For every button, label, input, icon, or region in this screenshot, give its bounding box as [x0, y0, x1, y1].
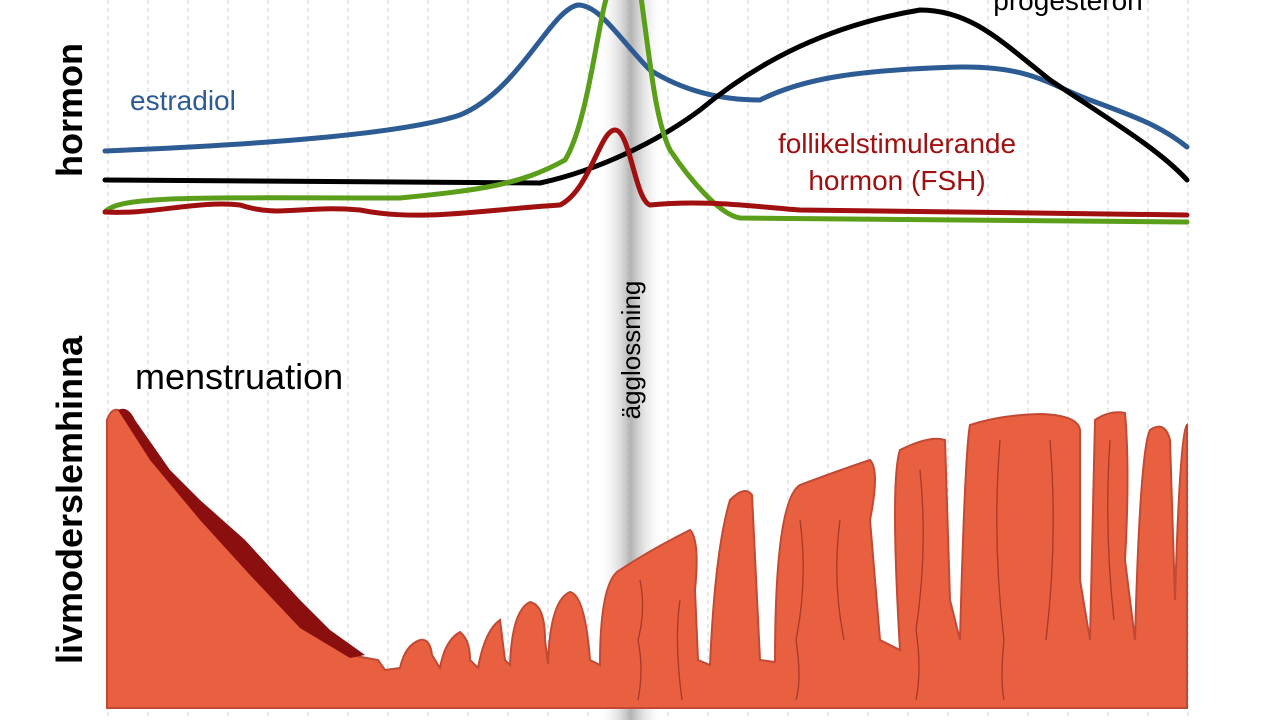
- axis-label: livmoderslemhinna: [49, 335, 90, 664]
- lh-curve: [102, 0, 1190, 225]
- hormone-label: estradiol: [130, 85, 236, 116]
- glands: [637, 439, 1115, 701]
- hormone-label: hormon (FSH): [808, 165, 985, 196]
- menstrual-layer: [118, 408, 365, 658]
- fsh-curve: [102, 127, 1190, 218]
- progesterone-curve: [102, 7, 1190, 186]
- hormone-label: progesteron: [993, 0, 1142, 16]
- axis-label: hormon: [49, 43, 90, 177]
- phase-label: ägglossning: [616, 281, 646, 420]
- hormone-label: follikelstimulerande: [778, 128, 1016, 159]
- phase-label: menstruation: [135, 356, 343, 397]
